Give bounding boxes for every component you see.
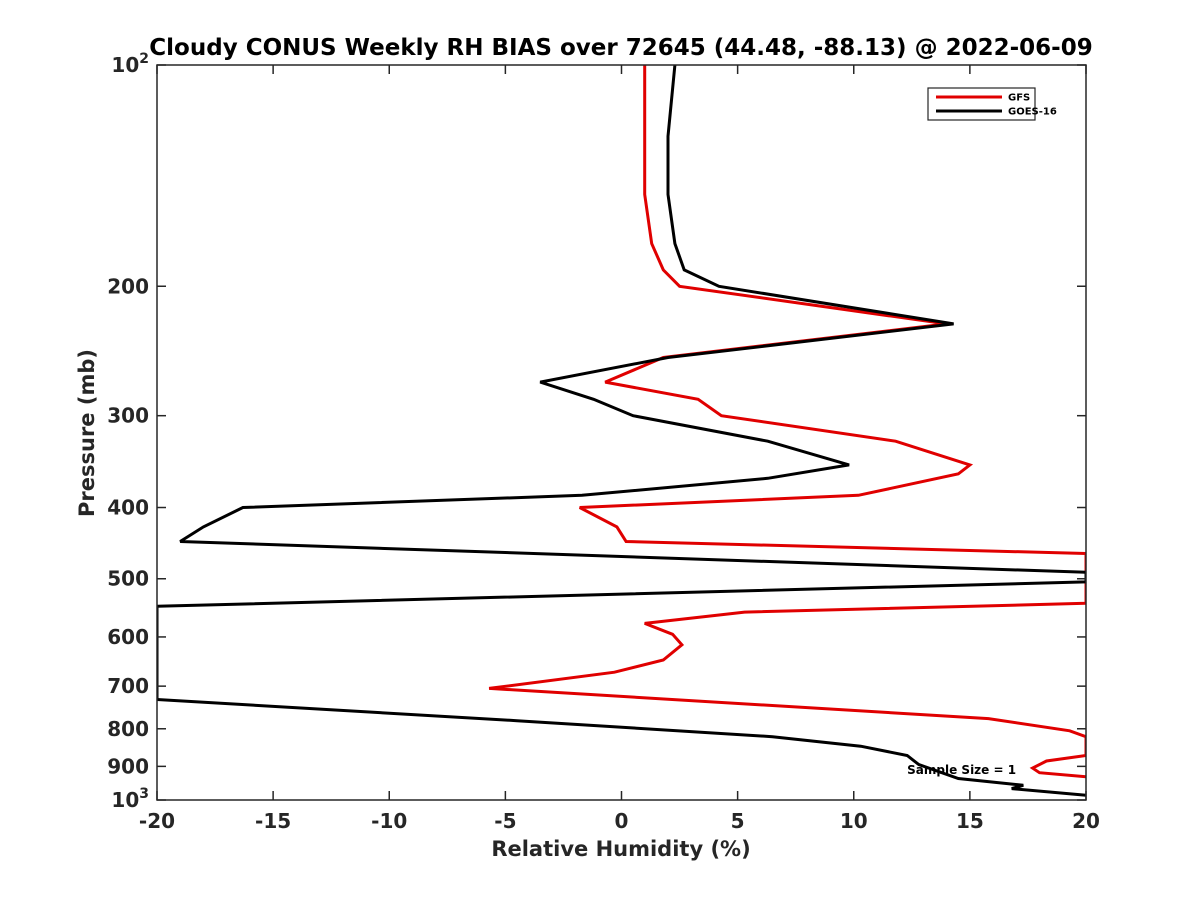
chart-title: Cloudy CONUS Weekly RH BIAS over 72645 (… — [149, 35, 1092, 61]
y-tick-label: 300 — [107, 404, 149, 428]
sample-size-annotation: Sample Size = 1 — [907, 763, 1016, 777]
x-tick-label: -15 — [255, 809, 291, 833]
annotations: Sample Size = 1 — [907, 763, 1016, 777]
x-tick-label: 20 — [1072, 809, 1100, 833]
x-axis-title: Relative Humidity (%) — [491, 837, 750, 861]
plot-area — [157, 65, 1086, 797]
x-tick-label: 15 — [956, 809, 984, 833]
x-axis: -20 -15 -10 -5 0 5 10 15 20 — [139, 65, 1100, 833]
x-tick-label: -5 — [494, 809, 516, 833]
y-tick-label: 103 — [111, 786, 149, 812]
y-tick-label: 700 — [107, 674, 149, 698]
legend-label-gfs: GFS — [1008, 93, 1030, 104]
y-tick-label: 600 — [107, 625, 149, 649]
series-line-goes-16 — [157, 65, 1086, 797]
y-tick-label: 800 — [107, 717, 149, 741]
y-tick-label: 102 — [111, 51, 149, 77]
y-tick-label: 400 — [107, 496, 149, 520]
y-axis: 102 200 300 400 500 600 700 800 900 103 — [107, 51, 1086, 812]
y-tick-label: 900 — [107, 754, 149, 778]
legend-label-goes-16: GOES-16 — [1008, 107, 1057, 118]
x-tick-label: -10 — [371, 809, 407, 833]
y-axis-title: Pressure (mb) — [75, 349, 99, 517]
y-tick-label: 500 — [107, 567, 149, 591]
x-tick-label: 5 — [731, 809, 745, 833]
legend: GFS GOES-16 — [927, 87, 1057, 121]
y-tick-label: 200 — [107, 274, 149, 298]
x-tick-label: 10 — [840, 809, 868, 833]
legend-box — [927, 87, 1036, 121]
x-tick-label: -20 — [139, 809, 175, 833]
series-line-gfs — [488, 65, 1086, 779]
x-tick-label: 0 — [615, 809, 629, 833]
